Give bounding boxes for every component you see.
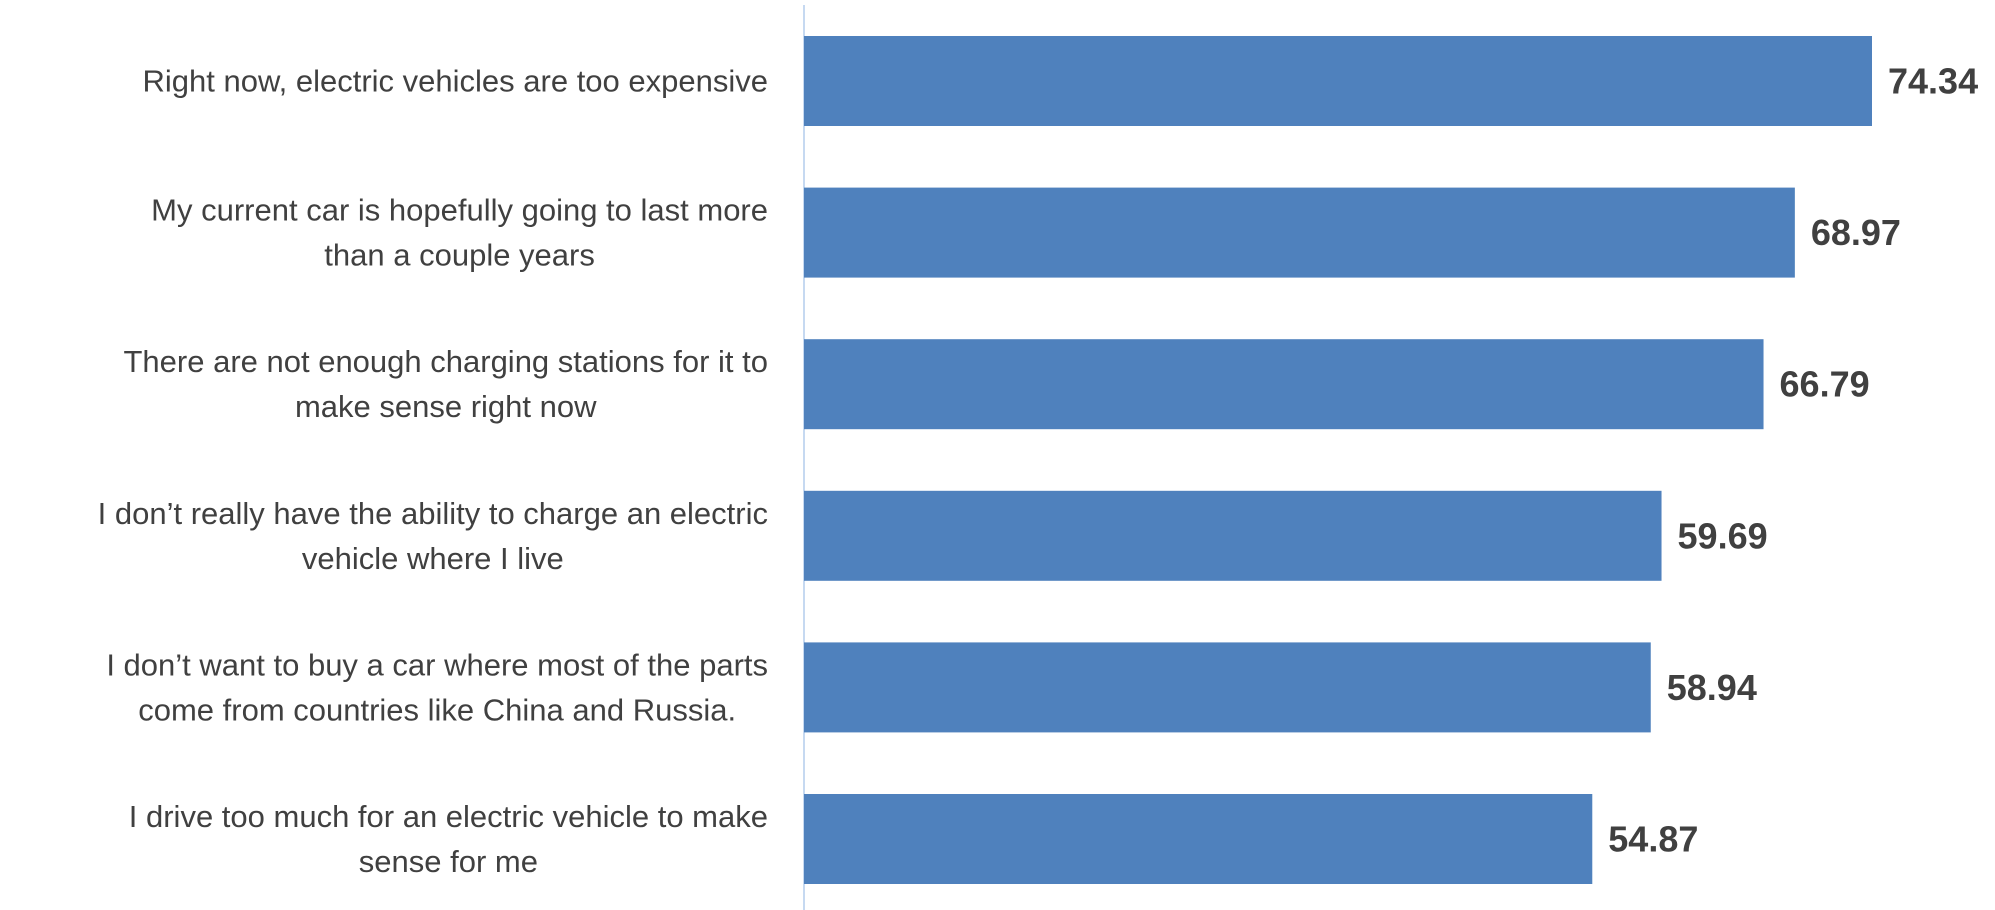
- category-label-1-line-0: My current car is hopefully going to las…: [151, 193, 768, 228]
- category-label-0-line-0: Right now, electric vehicles are too exp…: [143, 64, 769, 99]
- category-label-5-line-1: sense for me: [359, 844, 538, 879]
- bar-1: [804, 187, 1795, 278]
- bar-3: [804, 490, 1662, 581]
- bar-2: [804, 339, 1764, 430]
- bar-4: [804, 642, 1651, 733]
- category-label-1-line-1: than a couple years: [324, 238, 595, 273]
- data-label-3: 59.69: [1678, 515, 1768, 556]
- category-label-1: My current car is hopefully going to las…: [151, 193, 768, 273]
- category-label-3: I don’t really have the ability to charg…: [98, 496, 768, 576]
- category-label-0: Right now, electric vehicles are too exp…: [143, 64, 769, 99]
- category-label-3-line-0: I don’t really have the ability to charg…: [98, 496, 768, 531]
- data-label-5: 54.87: [1608, 819, 1698, 860]
- category-label-4-line-0: I don’t want to buy a car where most of …: [106, 647, 768, 682]
- data-label-1: 68.97: [1811, 212, 1901, 253]
- category-label-2-line-0: There are not enough charging stations f…: [123, 344, 768, 379]
- category-label-2: There are not enough charging stations f…: [123, 344, 768, 424]
- data-label-4: 58.94: [1667, 667, 1757, 708]
- category-label-2-line-1: make sense right now: [295, 389, 597, 424]
- category-label-4-line-1: come from countries like China and Russi…: [138, 692, 736, 727]
- bar-5: [804, 794, 1593, 884]
- category-label-5: I drive too much for an electric vehicle…: [129, 799, 768, 879]
- bar-0: [804, 36, 1872, 126]
- category-label-4: I don’t want to buy a car where most of …: [106, 647, 768, 727]
- category-label-3-line-1: vehicle where I live: [302, 541, 564, 576]
- data-label-2: 66.79: [1780, 364, 1870, 405]
- category-label-5-line-0: I drive too much for an electric vehicle…: [129, 799, 768, 834]
- data-label-0: 74.34: [1888, 61, 1978, 102]
